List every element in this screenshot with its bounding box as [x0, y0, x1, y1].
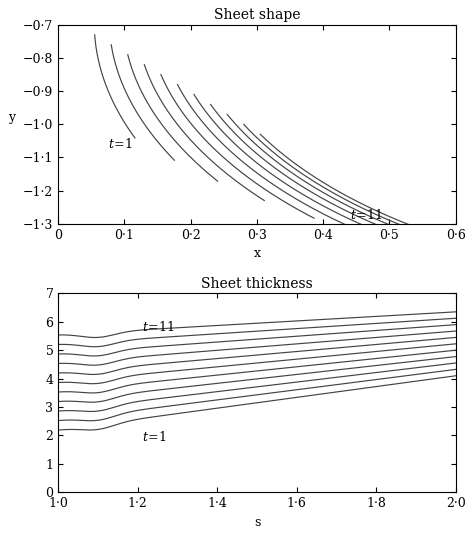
- Text: $t\!=\!1$: $t\!=\!1$: [108, 136, 132, 150]
- Title: Sheet thickness: Sheet thickness: [201, 277, 313, 291]
- Text: $t\!=\!1$: $t\!=\!1$: [142, 430, 166, 444]
- Text: $t\!=\!11$: $t\!=\!11$: [350, 208, 382, 222]
- X-axis label: x: x: [254, 247, 261, 260]
- Title: Sheet shape: Sheet shape: [214, 9, 300, 23]
- Text: $t\!=\!11$: $t\!=\!11$: [142, 320, 174, 334]
- Y-axis label: y: y: [9, 111, 16, 125]
- X-axis label: s: s: [254, 516, 260, 528]
